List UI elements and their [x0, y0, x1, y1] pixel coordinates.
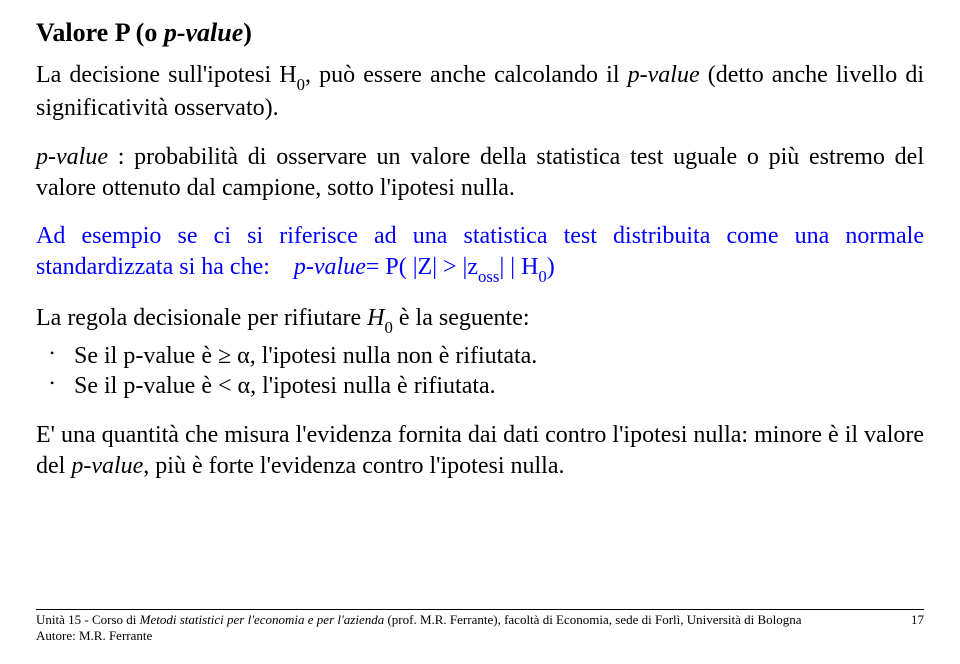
- p4-italic-H: H: [367, 305, 384, 331]
- footer-l1-b: (prof. M.R. Ferrante), facoltà di Econom…: [384, 612, 801, 627]
- b2-italic: p-value: [123, 373, 195, 399]
- p3-sub0: 0: [538, 267, 546, 286]
- p1-t2: , può essere anche calcolando il: [305, 62, 628, 88]
- p3-t3: | | H: [499, 254, 538, 280]
- page-number: 17: [911, 612, 924, 628]
- p3-italic: p-value: [294, 254, 366, 280]
- p2-italic: p-value: [36, 144, 108, 170]
- paragraph-3-blue: Ad esempio se ci si riferisce ad una sta…: [36, 221, 924, 285]
- footer-line-2: Autore: M.R. Ferrante: [36, 628, 924, 644]
- p1-sub0: 0: [297, 75, 305, 94]
- title-italic: p-value: [164, 18, 243, 47]
- p3-sub-oss: oss: [478, 267, 499, 286]
- page: Valore P (o p-value) La decisione sull'i…: [0, 0, 960, 664]
- p5-t2: , più è forte l'evidenza contro l'ipotes…: [143, 453, 564, 479]
- p4-t2: è la seguente:: [393, 305, 530, 331]
- b1-t1: Se il: [74, 343, 123, 369]
- bullet-1: Se il p-value è ≥ α, l'ipotesi nulla non…: [64, 341, 924, 372]
- p1-italic: p-value: [628, 62, 700, 88]
- p4-t1: La regola decisionale per rifiutare: [36, 305, 367, 331]
- page-title: Valore P (o p-value): [36, 18, 924, 48]
- p3-t4: ): [547, 254, 555, 280]
- bullet-list: Se il p-value è ≥ α, l'ipotesi nulla non…: [36, 341, 924, 402]
- footer-l1-a: Unità 15 - Corso di: [36, 612, 140, 627]
- b1-t2: è ≥ α, l'ipotesi nulla non è rifiutata.: [195, 343, 537, 369]
- b2-t1: Se il: [74, 373, 123, 399]
- bullet-2: Se il p-value è < α, l'ipotesi nulla è r…: [64, 371, 924, 402]
- footer-line-1: Unità 15 - Corso di Metodi statistici pe…: [36, 612, 924, 628]
- footer-l1-italic: Metodi statistici per l'economia e per l…: [140, 612, 385, 627]
- p3-t2: = P( |Z| > |z: [366, 254, 478, 280]
- b1-italic: p-value: [123, 343, 195, 369]
- title-prefix: Valore P (o: [36, 18, 164, 47]
- p5-italic: p-value: [71, 453, 143, 479]
- paragraph-2: p-value : probabilità di osservare un va…: [36, 142, 924, 203]
- paragraph-1: La decisione sull'ipotesi H0, può essere…: [36, 60, 924, 124]
- title-suffix: ): [243, 18, 252, 47]
- paragraph-4: La regola decisionale per rifiutare H0 è…: [36, 303, 924, 336]
- b2-t2: è < α, l'ipotesi nulla è rifiutata.: [195, 373, 495, 399]
- p2-t1: : probabilità di osservare un valore del…: [36, 144, 924, 201]
- p1-t1: La decisione sull'ipotesi H: [36, 62, 297, 88]
- p4-sub0: 0: [385, 318, 393, 337]
- footer: Unità 15 - Corso di Metodi statistici pe…: [36, 609, 924, 645]
- paragraph-5: E' una quantità che misura l'evidenza fo…: [36, 420, 924, 481]
